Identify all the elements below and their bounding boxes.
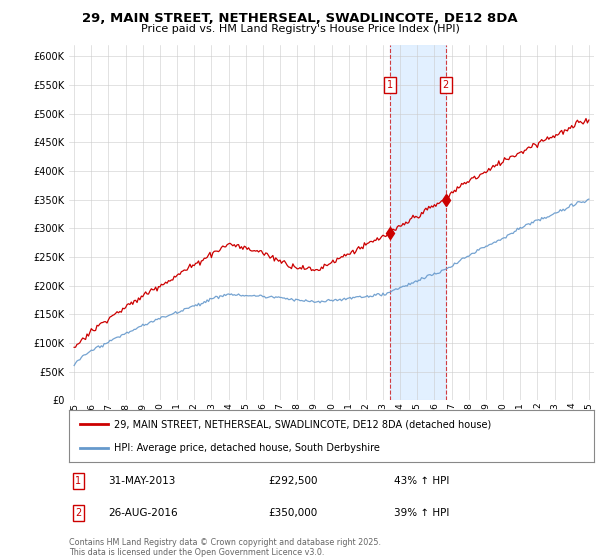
Text: £350,000: £350,000 bbox=[269, 508, 318, 518]
Text: 1: 1 bbox=[387, 80, 393, 90]
Bar bbox=[390, 45, 446, 400]
Text: 29, MAIN STREET, NETHERSEAL, SWADLINCOTE, DE12 8DA: 29, MAIN STREET, NETHERSEAL, SWADLINCOTE… bbox=[82, 12, 518, 25]
Text: 43% ↑ HPI: 43% ↑ HPI bbox=[395, 476, 450, 486]
Text: 31-MAY-2013: 31-MAY-2013 bbox=[109, 476, 176, 486]
Text: 2: 2 bbox=[443, 80, 449, 90]
Text: Contains HM Land Registry data © Crown copyright and database right 2025.
This d: Contains HM Land Registry data © Crown c… bbox=[69, 538, 381, 557]
Text: 26-AUG-2016: 26-AUG-2016 bbox=[109, 508, 178, 518]
Text: £292,500: £292,500 bbox=[269, 476, 318, 486]
Text: 39% ↑ HPI: 39% ↑ HPI bbox=[395, 508, 450, 518]
Text: 2: 2 bbox=[76, 508, 82, 518]
Text: HPI: Average price, detached house, South Derbyshire: HPI: Average price, detached house, Sout… bbox=[113, 443, 380, 453]
Text: 1: 1 bbox=[76, 476, 82, 486]
Text: 29, MAIN STREET, NETHERSEAL, SWADLINCOTE, DE12 8DA (detached house): 29, MAIN STREET, NETHERSEAL, SWADLINCOTE… bbox=[113, 419, 491, 430]
Text: Price paid vs. HM Land Registry's House Price Index (HPI): Price paid vs. HM Land Registry's House … bbox=[140, 24, 460, 34]
